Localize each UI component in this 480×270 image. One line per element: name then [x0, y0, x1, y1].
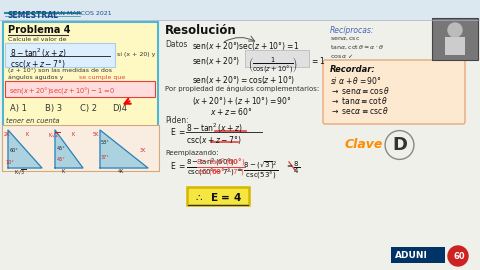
Text: K: K	[72, 132, 75, 137]
Text: tener en cuenta: tener en cuenta	[6, 118, 60, 124]
Text: 60°: 60°	[10, 148, 19, 153]
Text: 53°: 53°	[101, 140, 110, 145]
Text: se cumple que: se cumple que	[79, 75, 125, 80]
Text: $\rightarrow\ \mathrm{tan}\alpha \equiv \cot\theta$: $\rightarrow\ \mathrm{tan}\alpha \equiv …	[330, 95, 388, 106]
FancyBboxPatch shape	[245, 50, 309, 67]
Text: 60: 60	[454, 252, 466, 261]
FancyBboxPatch shape	[0, 0, 480, 20]
Text: ángulos agudos y: ángulos agudos y	[8, 75, 65, 80]
Text: ADUNI: ADUNI	[395, 251, 428, 260]
Text: SEMESTRAL: SEMESTRAL	[8, 11, 59, 20]
Text: B) 3: B) 3	[45, 104, 62, 113]
Text: $\mathrm{sen}(x + 20°) = \cos(z + 10°)$: $\mathrm{sen}(x + 20°) = \cos(z + 10°)$	[192, 74, 295, 86]
FancyBboxPatch shape	[5, 81, 155, 97]
Text: $\rightarrow\ \mathrm{sec}\alpha \equiv \csc\theta$: $\rightarrow\ \mathrm{sec}\alpha \equiv …	[330, 105, 389, 116]
Text: Clave: Clave	[345, 138, 384, 151]
Text: E $=$: E $=$	[170, 160, 186, 171]
Text: E $=$: E $=$	[170, 126, 186, 137]
Text: $\therefore\;$ E = 4: $\therefore\;$ E = 4	[193, 191, 242, 203]
Text: A) 1: A) 1	[10, 104, 27, 113]
Text: Datos: Datos	[165, 40, 187, 49]
Text: $\mathrm{sen}(x + 20°)\sec(z + 10°) = 1$: $\mathrm{sen}(x + 20°)\sec(z + 10°) = 1$	[192, 40, 300, 52]
FancyBboxPatch shape	[323, 60, 465, 124]
Text: Calcule el valor de: Calcule el valor de	[8, 37, 67, 42]
Text: 4K: 4K	[118, 169, 124, 174]
Text: 5K: 5K	[93, 132, 99, 137]
Text: 45°: 45°	[57, 146, 66, 151]
Text: $\mathrm{tan}\alpha,\cot\theta \approx \alpha\cdot\theta$: $\mathrm{tan}\alpha,\cot\theta \approx \…	[330, 44, 384, 52]
FancyBboxPatch shape	[391, 247, 445, 263]
Text: Resolución: Resolución	[165, 24, 237, 37]
Text: 3K: 3K	[140, 148, 146, 153]
Text: K: K	[26, 132, 29, 137]
Circle shape	[448, 246, 468, 266]
Text: SAN MARCOS 2021: SAN MARCOS 2021	[52, 11, 112, 16]
Text: $\cos\alpha\;\checkmark$: $\cos\alpha\;\checkmark$	[330, 52, 353, 60]
Text: $\dfrac{8 - \tan^2(60°)}{\csc(60°-7°)}$: $\dfrac{8 - \tan^2(60°)}{\csc(60°-7°)}$	[186, 157, 235, 180]
Text: D)4: D)4	[112, 104, 127, 113]
Polygon shape	[100, 130, 148, 168]
FancyBboxPatch shape	[445, 37, 465, 55]
Text: Reemplazando:: Reemplazando:	[165, 150, 218, 156]
Text: Por propiedad de ángulos complementarios:: Por propiedad de ángulos complementarios…	[165, 86, 319, 93]
Text: K$\sqrt{2}$: K$\sqrt{2}$	[48, 132, 60, 140]
Text: $\mathrm{sen}(x+20°)\sec(z+10°)-1=0$: $\mathrm{sen}(x+20°)\sec(z+10°)-1=0$	[9, 85, 116, 96]
FancyBboxPatch shape	[2, 125, 159, 171]
Text: $8 - \tan^2(x + z)$: $8 - \tan^2(x + z)$	[186, 122, 243, 135]
Text: $\mathrm{sen}(x + 20°)$: $\mathrm{sen}(x + 20°)$	[192, 55, 240, 67]
Circle shape	[448, 23, 462, 37]
Text: Problema 4: Problema 4	[8, 25, 71, 35]
Text: Piden:: Piden:	[165, 116, 189, 125]
Text: C) 2: C) 2	[80, 104, 97, 113]
Text: $= \dfrac{8}{4}$: $= \dfrac{8}{4}$	[285, 160, 300, 176]
Polygon shape	[55, 130, 83, 168]
FancyBboxPatch shape	[432, 18, 478, 60]
Text: 2K: 2K	[4, 132, 11, 137]
FancyBboxPatch shape	[5, 43, 115, 67]
Text: $\mathrm{sen}\alpha,\csc$: $\mathrm{sen}\alpha,\csc$	[330, 36, 360, 42]
Text: $= \dfrac{8 - (\sqrt{3})^2}{\csc(53°)}$: $= \dfrac{8 - (\sqrt{3})^2}{\csc(53°)}$	[235, 160, 278, 182]
Text: Recíprocas:: Recíprocas:	[330, 26, 374, 35]
Text: 10°: 10°	[5, 160, 14, 165]
Text: K$\sqrt{3}$: K$\sqrt{3}$	[14, 169, 26, 177]
Text: Recordar:: Recordar:	[330, 65, 376, 74]
Text: (z + 10°) son las medidas de dos: (z + 10°) son las medidas de dos	[8, 68, 112, 73]
Text: $si\ \alpha + \theta = 90°$: $si\ \alpha + \theta = 90°$	[330, 75, 382, 86]
Text: $\csc(x + z- 7°)$: $\csc(x + z- 7°)$	[186, 134, 241, 146]
FancyBboxPatch shape	[3, 22, 158, 170]
FancyBboxPatch shape	[187, 187, 249, 205]
Text: $= 1$: $= 1$	[310, 55, 325, 66]
Text: $\dfrac{8 - \tan^2(\mathbf{60°})}{\csc(\mathbf{60°}-7°)}$: $\dfrac{8 - \tan^2(\mathbf{60°})}{\csc(\…	[196, 157, 246, 180]
Text: $\left(\dfrac{1}{\cos(z+10°)}\right)$: $\left(\dfrac{1}{\cos(z+10°)}\right)$	[248, 55, 298, 74]
Polygon shape	[8, 130, 42, 168]
Text: 37°: 37°	[101, 155, 110, 160]
Text: $\csc(x + z - 7°)$: $\csc(x + z - 7°)$	[10, 58, 66, 70]
Text: K: K	[62, 169, 65, 174]
Text: si (x + 20) y: si (x + 20) y	[117, 52, 156, 57]
Text: $8 - \tan^2(x + z)$: $8 - \tan^2(x + z)$	[10, 47, 67, 60]
Text: D: D	[392, 136, 407, 154]
Text: $\rightarrow\ \mathrm{sen}\alpha \equiv \cos\theta$: $\rightarrow\ \mathrm{sen}\alpha \equiv …	[330, 85, 390, 96]
Text: 45°: 45°	[57, 157, 66, 162]
Text: $(x + 20°) + (z + 10°) = 90°$: $(x + 20°) + (z + 10°) = 90°$	[192, 95, 292, 107]
Text: $x + z = 60°$: $x + z = 60°$	[210, 106, 252, 117]
